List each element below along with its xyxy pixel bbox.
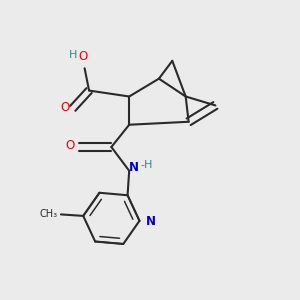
Text: N: N — [146, 215, 155, 228]
Text: O: O — [66, 139, 75, 152]
Text: CH₃: CH₃ — [39, 209, 57, 219]
Text: N: N — [129, 161, 139, 174]
Text: O: O — [61, 101, 70, 114]
Text: H: H — [69, 50, 77, 60]
Text: O: O — [79, 50, 88, 63]
Text: -H: -H — [140, 160, 153, 170]
